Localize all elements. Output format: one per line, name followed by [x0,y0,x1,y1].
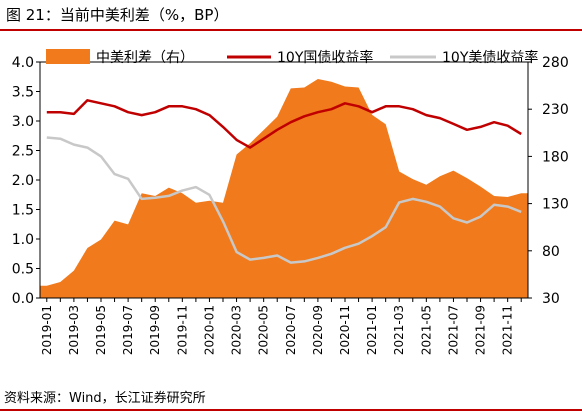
spread-area-mark [40,79,528,298]
left-tick-label: 1.0 [12,232,34,248]
left-tick-label: 2.5 [12,144,34,160]
x-tick-label: 2021-09 [474,305,488,355]
right-tick-label: 30 [542,291,560,307]
right-axis: 30 80 130 180 230 280 [528,55,569,307]
x-tick-label: 2020-01 [202,305,216,355]
left-tick-label: 2.0 [12,173,34,189]
x-tick-label: 2020-05 [257,305,271,355]
x-tick-label: 2020-09 [311,305,325,355]
cn10y-line-mark [46,99,522,149]
x-tick-label: 2021-11 [501,305,515,355]
source-note: 资料来源：Wind，长江证券研究所 [4,391,206,406]
x-tick-label: 2020-03 [230,305,244,355]
x-tick-label: 2019-01 [40,305,54,355]
x-tick-label: 2021-01 [365,305,379,355]
x-tick-label: 2019-11 [175,305,189,355]
right-tick-label: 180 [542,149,569,165]
x-tick-label: 2021-05 [419,305,433,355]
legend: 中美利差（右） 10Y国债收益率 10Y美债收益率 [46,49,538,66]
right-tick-label: 130 [542,197,569,213]
x-axis: 2019-01 2019-03 2019-05 2019-07 2019-09 2019-… [40,298,522,355]
left-axis: 0.0 0.5 1.0 1.5 2.0 2.5 3.0 3.5 4.0 [12,55,40,307]
x-tick-label: 2020-11 [338,305,352,355]
legend-label-cn10y: 10Y国债收益率 [277,49,373,66]
series-spread-area [40,79,528,298]
x-tick-label: 2021-07 [446,305,460,355]
left-tick-label: 0.5 [12,262,34,278]
figure-title: 图 21：当前中美利差（%，BP） [6,6,229,24]
x-tick-label: 2019-05 [94,305,108,355]
left-tick-label: 0.0 [12,291,34,307]
right-tick-label: 80 [542,244,560,260]
us10y-line-mark [46,136,522,264]
title-rule [0,29,582,31]
x-tick-label: 2020-07 [284,305,298,355]
x-tick-label: 2019-07 [121,305,135,355]
bottom-rule [0,409,582,411]
x-tick-label: 2019-03 [67,305,81,355]
left-tick-label: 1.5 [12,203,34,219]
right-tick-label: 280 [542,55,569,71]
left-tick-label: 3.5 [12,85,34,101]
legend-swatch-spread [46,49,90,64]
legend-label-spread: 中美利差（右） [96,50,194,66]
left-tick-label: 4.0 [12,55,34,71]
x-tick-label: 2021-03 [392,305,406,355]
right-tick-label: 230 [542,102,569,118]
x-tick-label: 2019-09 [148,305,162,355]
left-tick-label: 3.0 [12,114,34,130]
legend-label-us10y: 10Y美债收益率 [442,49,538,66]
